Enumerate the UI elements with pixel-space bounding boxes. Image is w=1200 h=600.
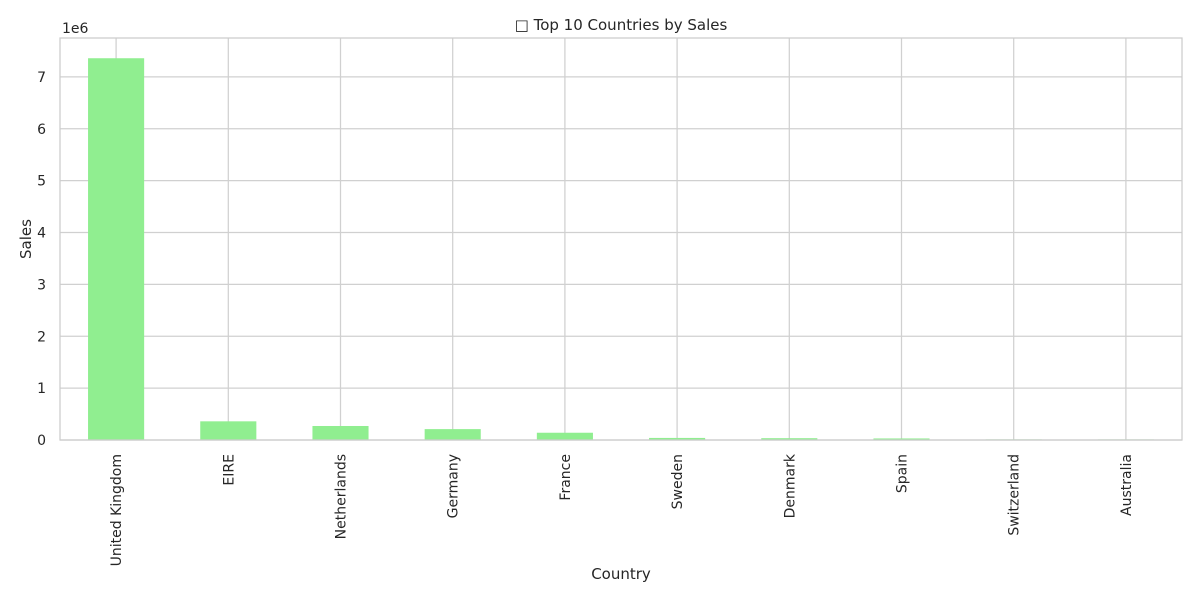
- y-tick-label: 0: [37, 433, 46, 449]
- y-tick-label: 1: [37, 381, 46, 397]
- x-tick-label: Spain: [895, 454, 911, 493]
- y-axis-offset-label: 1e6: [62, 21, 89, 37]
- y-tick-labels: 0 1 2 3 4 5 6 7: [37, 70, 46, 449]
- y-tick-label: 3: [37, 277, 46, 293]
- x-axis-label: Country: [591, 565, 651, 583]
- bar-sweden: [649, 437, 706, 440]
- x-tick-label: Germany: [446, 454, 462, 518]
- y-tick-label: 5: [37, 174, 46, 190]
- y-tick-label: 7: [37, 70, 46, 86]
- grid-layer: [60, 38, 1182, 441]
- x-tick-labels: United Kingdom EIRE Netherlands Germany Fran…: [109, 453, 1135, 566]
- bar-layer: [88, 58, 1154, 441]
- chart-title: □ Top 10 Countries by Sales: [515, 16, 728, 34]
- y-tick-label: 6: [37, 122, 46, 138]
- bar-netherlands: [312, 425, 369, 440]
- bar-germany: [424, 429, 481, 440]
- bar-united-kingdom: [88, 58, 145, 441]
- bar-eire: [200, 421, 257, 440]
- bar-denmark: [761, 438, 818, 440]
- y-tick-label: 2: [37, 329, 46, 345]
- x-tick-label: Sweden: [670, 454, 686, 509]
- bar-spain: [873, 438, 930, 440]
- y-tick-label: 4: [37, 226, 46, 242]
- plot-frame: [59, 37, 1183, 441]
- y-axis-label: Sales: [17, 219, 35, 259]
- bar-france: [536, 432, 593, 440]
- x-tick-label: Denmark: [782, 453, 798, 518]
- x-tick-label: United Kingdom: [109, 454, 125, 566]
- x-tick-label: Australia: [1119, 454, 1135, 516]
- x-tick-label: France: [558, 454, 574, 501]
- x-tick-label: Switzerland: [1007, 454, 1023, 536]
- x-tick-label: Netherlands: [334, 454, 350, 539]
- x-tick-label: EIRE: [221, 454, 237, 486]
